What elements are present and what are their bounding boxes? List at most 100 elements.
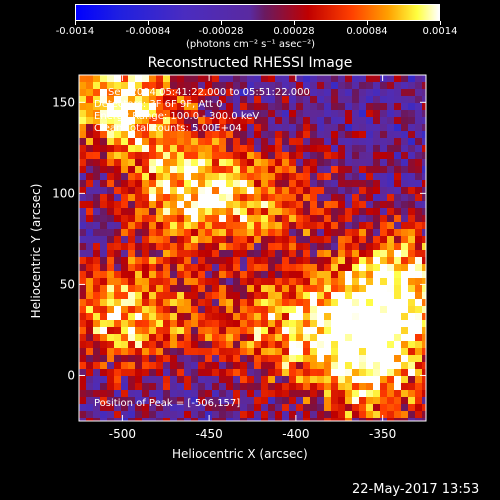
heatmap-cell	[401, 341, 408, 348]
heatmap-cell	[422, 348, 426, 355]
heatmap-cell	[331, 327, 338, 334]
heatmap-cell	[149, 236, 156, 243]
heatmap-cell	[380, 250, 387, 257]
heatmap-cell	[310, 159, 317, 166]
heatmap-cell	[107, 229, 114, 236]
heatmap-cell	[254, 292, 261, 299]
heatmap-cell	[275, 145, 282, 152]
heatmap-cell	[233, 96, 240, 103]
heatmap-cell	[345, 117, 352, 124]
heatmap-cell	[156, 341, 163, 348]
heatmap-cell	[114, 201, 121, 208]
heatmap-cell	[79, 215, 86, 222]
heatmap-cell	[149, 117, 156, 124]
heatmap-cell	[345, 236, 352, 243]
heatmap-cell	[128, 341, 135, 348]
heatmap-cell	[135, 243, 142, 250]
heatmap-cell	[184, 390, 191, 397]
heatmap-cell	[394, 124, 401, 131]
heatmap-cell	[79, 89, 86, 96]
heatmap-cell	[233, 285, 240, 292]
heatmap-cell	[149, 201, 156, 208]
heatmap-cell	[79, 117, 86, 124]
heatmap-cell	[345, 131, 352, 138]
colorbar-tick-label: 0.00084	[346, 26, 388, 37]
heatmap-cell	[352, 250, 359, 257]
heatmap-cell	[177, 341, 184, 348]
heatmap-cell	[275, 411, 282, 418]
heatmap-cell	[317, 131, 324, 138]
heatmap-cell	[415, 145, 422, 152]
heatmap-cell	[142, 75, 149, 82]
heatmap-cell	[331, 285, 338, 292]
heatmap-cell	[310, 110, 317, 117]
heatmap-cell	[163, 124, 170, 131]
heatmap-cell	[282, 299, 289, 306]
heatmap-cell	[205, 264, 212, 271]
heatmap-cell	[247, 145, 254, 152]
heatmap-cell	[359, 257, 366, 264]
heatmap-cell	[261, 334, 268, 341]
heatmap-cell	[191, 327, 198, 334]
heatmap-cell	[289, 299, 296, 306]
heatmap-cell	[163, 117, 170, 124]
y-tick-label: 0	[67, 368, 75, 382]
heatmap-cell	[289, 222, 296, 229]
heatmap-cell	[177, 187, 184, 194]
heatmap-cell	[282, 362, 289, 369]
heatmap-cell	[198, 341, 205, 348]
heatmap-cell	[345, 292, 352, 299]
heatmap-cell	[212, 159, 219, 166]
heatmap-cell	[338, 131, 345, 138]
heatmap-cell	[275, 117, 282, 124]
heatmap-cell	[79, 75, 86, 82]
heatmap-cell	[380, 334, 387, 341]
heatmap-cell	[205, 278, 212, 285]
heatmap-cell	[415, 369, 422, 376]
heatmap-cell	[366, 194, 373, 201]
heatmap-cell	[219, 173, 226, 180]
heatmap-cell	[212, 124, 219, 131]
heatmap-cell	[303, 194, 310, 201]
heatmap-cell	[107, 131, 114, 138]
heatmap-cell	[212, 411, 219, 418]
heatmap-cell	[247, 411, 254, 418]
heatmap-cell	[93, 418, 100, 421]
heatmap-cell	[268, 131, 275, 138]
heatmap-cell	[331, 166, 338, 173]
heatmap-cell	[240, 187, 247, 194]
heatmap-cell	[275, 201, 282, 208]
heatmap-cell	[387, 390, 394, 397]
heatmap-cell	[366, 159, 373, 166]
heatmap-cell	[149, 271, 156, 278]
heatmap-cell	[268, 390, 275, 397]
heatmap-cell	[408, 390, 415, 397]
heatmap-cell	[247, 180, 254, 187]
heatmap-cell	[247, 96, 254, 103]
heatmap-cell	[93, 159, 100, 166]
heatmap-cell	[289, 355, 296, 362]
heatmap-cell	[408, 369, 415, 376]
heatmap-cell	[128, 145, 135, 152]
heatmap-cell	[359, 271, 366, 278]
heatmap-cell	[79, 383, 86, 390]
heatmap-cell	[121, 320, 128, 327]
heatmap-cell	[226, 348, 233, 355]
heatmap-cell	[303, 208, 310, 215]
heatmap-cell	[401, 292, 408, 299]
heatmap-cell	[135, 383, 142, 390]
heatmap-cell	[100, 103, 107, 110]
heatmap-cell	[366, 411, 373, 418]
heatmap-cell	[170, 201, 177, 208]
heatmap-cell	[261, 145, 268, 152]
heatmap-cell	[233, 418, 240, 421]
heatmap-cell	[415, 257, 422, 264]
heatmap-cell	[303, 236, 310, 243]
heatmap-cell	[149, 187, 156, 194]
heatmap-cell	[275, 362, 282, 369]
heatmap-cell	[331, 257, 338, 264]
heatmap-cell	[345, 180, 352, 187]
heatmap-cell	[233, 390, 240, 397]
heatmap-cell	[191, 278, 198, 285]
heatmap-cell	[387, 124, 394, 131]
